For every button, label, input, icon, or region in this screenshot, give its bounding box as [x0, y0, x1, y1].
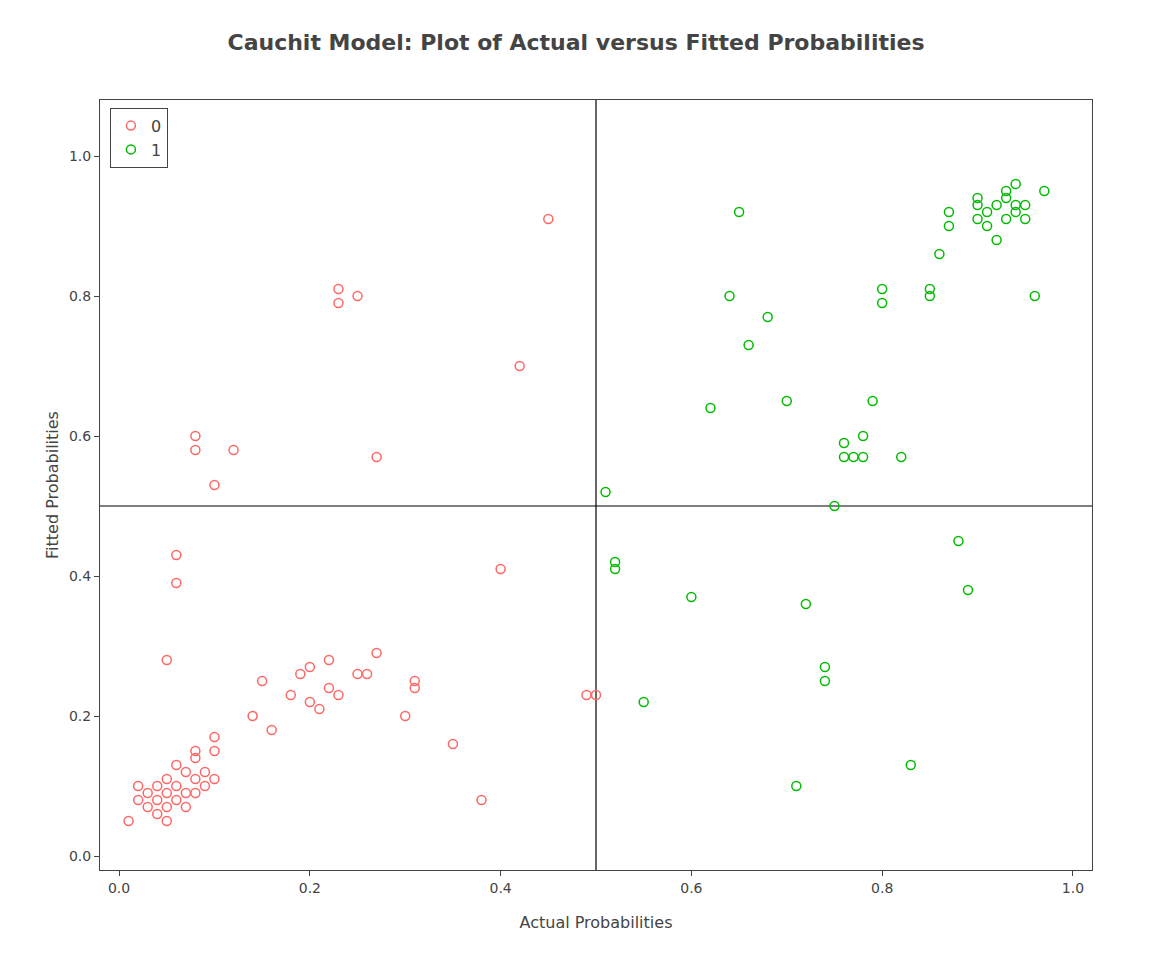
svg-text:0.4: 0.4	[69, 568, 91, 584]
svg-text:0.0: 0.0	[108, 880, 130, 896]
svg-text:Cauchit Model: Plot of Actual: Cauchit Model: Plot of Actual versus Fit…	[227, 30, 924, 55]
svg-text:0.6: 0.6	[680, 880, 702, 896]
svg-text:0.8: 0.8	[871, 880, 893, 896]
svg-text:Actual Probabilities: Actual Probabilities	[520, 913, 673, 932]
svg-text:1.0: 1.0	[1062, 880, 1084, 896]
svg-text:0.4: 0.4	[489, 880, 511, 896]
svg-text:0.0: 0.0	[69, 848, 91, 864]
svg-text:0.8: 0.8	[69, 288, 91, 304]
svg-text:1: 1	[151, 141, 161, 160]
svg-text:1.0: 1.0	[69, 148, 91, 164]
svg-text:0.2: 0.2	[69, 708, 91, 724]
svg-text:0: 0	[151, 117, 161, 136]
svg-text:0.2: 0.2	[299, 880, 321, 896]
svg-text:0.6: 0.6	[69, 428, 91, 444]
svg-text:Fitted Probabilities: Fitted Probabilities	[43, 411, 62, 559]
